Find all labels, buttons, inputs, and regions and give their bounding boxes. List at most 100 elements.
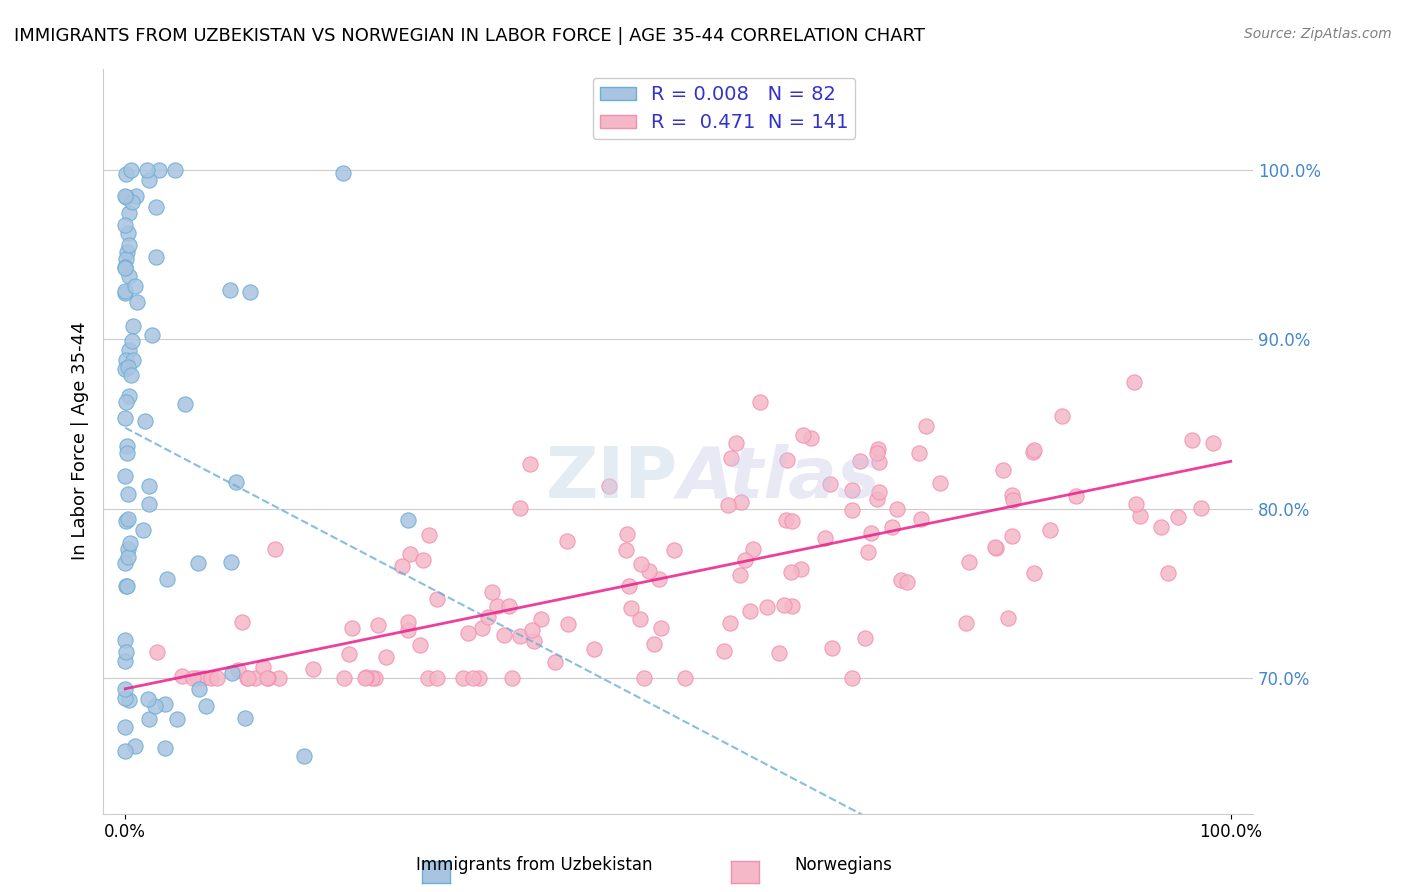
Point — [481, 585, 503, 599]
Point — [1202, 436, 1225, 450]
Point — [121, 194, 143, 209]
Point — [245, 671, 267, 685]
Point — [187, 681, 209, 696]
Point — [156, 572, 179, 586]
Point — [118, 238, 141, 252]
Point — [115, 579, 138, 593]
Point — [143, 698, 166, 713]
Point — [859, 526, 882, 541]
Point — [115, 252, 138, 267]
Point — [997, 610, 1019, 624]
Point — [302, 662, 325, 676]
Point — [501, 671, 523, 685]
Point — [467, 671, 489, 685]
Point — [187, 556, 209, 570]
Point — [375, 650, 398, 665]
Point — [614, 542, 637, 557]
Point — [1064, 489, 1087, 503]
Point — [120, 368, 142, 383]
Point — [650, 621, 672, 635]
Point — [1001, 488, 1024, 502]
Point — [114, 361, 136, 376]
Point — [115, 446, 138, 460]
Point — [257, 671, 280, 685]
Point — [841, 502, 863, 516]
Point — [114, 411, 136, 425]
Point — [118, 269, 141, 284]
Point — [114, 218, 136, 232]
Point — [193, 671, 215, 685]
Point — [114, 514, 136, 528]
Point — [522, 624, 544, 638]
Point — [1150, 520, 1173, 534]
Point — [776, 453, 799, 467]
Point — [115, 190, 138, 204]
Point — [114, 395, 136, 409]
Point — [124, 739, 146, 754]
Point — [814, 531, 837, 545]
Point — [165, 163, 187, 178]
Point — [616, 527, 638, 541]
Point — [494, 628, 516, 642]
Point — [748, 394, 770, 409]
Point — [1022, 443, 1045, 458]
Point — [138, 712, 160, 726]
Point — [1156, 566, 1178, 581]
Point — [955, 616, 977, 631]
Point — [292, 749, 315, 764]
Point — [114, 188, 136, 202]
Point — [363, 671, 385, 685]
Point — [354, 671, 377, 685]
Point — [226, 663, 249, 677]
Point — [205, 671, 228, 685]
Point — [114, 579, 136, 593]
Point — [114, 353, 136, 368]
Point — [957, 555, 980, 569]
Point — [471, 621, 494, 635]
Point — [1181, 434, 1204, 448]
Point — [396, 615, 419, 629]
Point — [114, 261, 136, 276]
Point — [194, 698, 217, 713]
Point — [773, 598, 796, 612]
Point — [418, 671, 440, 685]
Text: Source: ZipAtlas.com: Source: ZipAtlas.com — [1244, 27, 1392, 41]
Point — [907, 446, 929, 460]
Point — [117, 359, 139, 374]
Point — [734, 553, 756, 567]
Point — [391, 558, 413, 573]
Point — [186, 671, 208, 685]
Point — [780, 599, 803, 614]
Point — [117, 692, 139, 706]
Point — [114, 682, 136, 697]
Point — [114, 285, 136, 299]
Point — [673, 671, 696, 685]
Point — [775, 513, 797, 527]
Point — [509, 501, 531, 516]
Text: Atlas: Atlas — [678, 444, 880, 513]
Point — [238, 671, 260, 685]
Point — [509, 630, 531, 644]
Point — [263, 541, 285, 556]
Point — [136, 692, 159, 706]
Point — [117, 542, 139, 557]
Point — [849, 454, 872, 468]
Point — [1167, 509, 1189, 524]
Legend: R = 0.008   N = 82, R =  0.471  N = 141: R = 0.008 N = 82, R = 0.471 N = 141 — [593, 78, 855, 139]
Point — [117, 439, 139, 453]
Point — [724, 435, 747, 450]
Point — [1022, 566, 1045, 581]
Point — [583, 641, 606, 656]
Point — [114, 468, 136, 483]
Point — [519, 458, 541, 472]
Point — [555, 533, 578, 548]
Point — [117, 549, 139, 564]
Point — [136, 163, 159, 178]
Point — [333, 671, 356, 685]
Point — [886, 502, 908, 516]
Point — [138, 172, 160, 186]
Point — [720, 451, 742, 466]
Point — [868, 455, 890, 469]
Point — [486, 599, 509, 613]
Text: ZIP: ZIP — [546, 444, 678, 513]
